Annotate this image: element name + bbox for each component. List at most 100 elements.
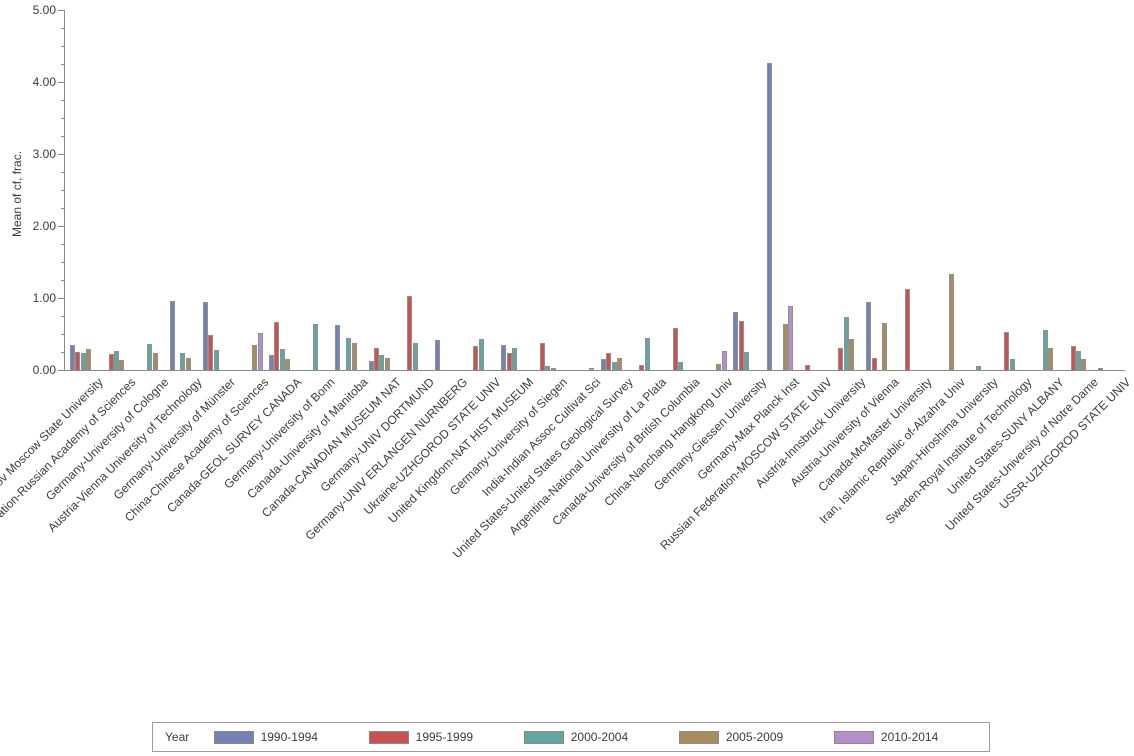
bar-2000-2004 — [346, 338, 352, 370]
bar-1990-1994 — [434, 340, 440, 370]
y-major-tick — [58, 298, 64, 299]
bar-1995-1999 — [373, 348, 379, 370]
y-tick-label: 4.00 — [32, 75, 56, 89]
y-minor-tick — [61, 100, 64, 101]
bar-1990-1994 — [501, 345, 507, 370]
bar-1990-1994 — [202, 302, 208, 370]
bar-2005-2009 — [550, 368, 556, 370]
bar-2000-2004 — [744, 352, 750, 370]
bar-1995-1999 — [672, 328, 678, 370]
legend-item: 2010-2014 — [833, 730, 989, 744]
bar-2010-2014 — [589, 368, 595, 370]
bar-2005-2009 — [849, 339, 855, 370]
legend-item: 1990-1994 — [213, 730, 369, 744]
y-minor-tick — [61, 316, 64, 317]
legend-label: 1990-1994 — [260, 730, 318, 744]
bar-1995-1999 — [838, 348, 844, 370]
y-minor-tick — [61, 118, 64, 119]
bar-2010-2014 — [721, 351, 727, 370]
y-major-tick — [58, 82, 64, 83]
bar-1995-1999 — [473, 346, 479, 370]
bar-2005-2009 — [351, 343, 357, 370]
bar-1990-1994 — [169, 301, 175, 370]
bar-1990-1994 — [733, 312, 739, 370]
bar-1995-1999 — [506, 353, 512, 370]
bar-2000-2004 — [180, 353, 186, 370]
bar-1995-1999 — [904, 289, 910, 370]
bar-1995-1999 — [871, 358, 877, 370]
bar-2000-2004 — [1042, 330, 1048, 370]
y-tick-label: 0.00 — [32, 363, 56, 377]
bar-1990-1994 — [368, 361, 374, 370]
y-tick-label: 5.00 — [32, 3, 56, 17]
y-major-tick — [58, 10, 64, 11]
bar-2000-2004 — [843, 317, 849, 370]
legend-swatch-icon — [678, 730, 719, 744]
y-minor-tick — [61, 64, 64, 65]
bar-2005-2009 — [185, 358, 191, 370]
bar-2005-2009 — [1081, 359, 1087, 370]
bar-1995-1999 — [75, 352, 81, 370]
bar-2005-2009 — [882, 323, 888, 370]
legend-swatch-icon — [368, 730, 409, 744]
bar-1995-1999 — [1070, 346, 1076, 370]
y-minor-tick — [61, 280, 64, 281]
y-minor-tick — [61, 172, 64, 173]
bar-1995-1999 — [738, 321, 744, 370]
bar-1990-1994 — [766, 63, 772, 370]
x-axis-line — [64, 370, 1125, 371]
bar-1990-1994 — [269, 355, 274, 370]
legend-label: 1995-1999 — [415, 730, 474, 744]
bar-2000-2004 — [1075, 351, 1081, 370]
legend-title: Year — [165, 730, 190, 744]
bar-1990-1994 — [1098, 368, 1104, 370]
bar-2005-2009 — [86, 349, 92, 370]
legend-swatch-icon — [523, 730, 564, 744]
bar-2000-2004 — [412, 343, 418, 370]
bar-2005-2009 — [252, 345, 258, 370]
y-minor-tick — [61, 46, 64, 47]
bar-1995-1999 — [539, 343, 545, 370]
bar-2000-2004 — [512, 348, 517, 370]
bar-2000-2004 — [279, 349, 285, 370]
bar-1995-1999 — [805, 365, 811, 370]
legend-swatch-icon — [213, 730, 254, 744]
legend-swatch-icon — [833, 730, 874, 744]
bar-1990-1994 — [70, 345, 75, 370]
y-tick-label: 3.00 — [32, 147, 56, 161]
bar-2005-2009 — [119, 360, 125, 370]
bar-1990-1994 — [866, 302, 872, 370]
legend-label: 2010-2014 — [880, 730, 939, 744]
y-minor-tick — [61, 136, 64, 137]
bar-2000-2004 — [1009, 359, 1015, 370]
legend-item: 2000-2004 — [523, 730, 679, 744]
bar-2005-2009 — [782, 324, 788, 370]
bar-2000-2004 — [611, 362, 617, 370]
y-minor-tick — [61, 208, 64, 209]
bar-2005-2009 — [152, 353, 158, 370]
legend: Year 1990-1994 1995-1999 2000-2004 2005-200… — [152, 722, 990, 752]
bar-2000-2004 — [478, 339, 484, 370]
bar-2005-2009 — [1048, 348, 1054, 370]
bar-1995-1999 — [1004, 332, 1010, 370]
y-minor-tick — [61, 28, 64, 29]
bar-1995-1999 — [639, 365, 645, 370]
legend-label: 2005-2009 — [725, 730, 784, 744]
bar-1990-1994 — [335, 325, 341, 370]
y-tick-label: 1.00 — [32, 291, 56, 305]
legend-item: 2005-2009 — [678, 730, 834, 744]
plot-area — [64, 10, 1125, 370]
y-axis-line — [64, 10, 65, 371]
bar-2000-2004 — [313, 324, 318, 370]
bar-2000-2004 — [213, 350, 219, 370]
bar-2000-2004 — [644, 338, 650, 370]
y-minor-tick — [61, 352, 64, 353]
bar-2010-2014 — [788, 306, 794, 370]
bar-2005-2009 — [285, 359, 291, 370]
y-minor-tick — [61, 190, 64, 191]
bar-2005-2009 — [616, 358, 622, 370]
bar-2000-2004 — [147, 344, 153, 370]
bar-1995-1999 — [407, 296, 413, 370]
bar-2010-2014 — [257, 333, 263, 370]
